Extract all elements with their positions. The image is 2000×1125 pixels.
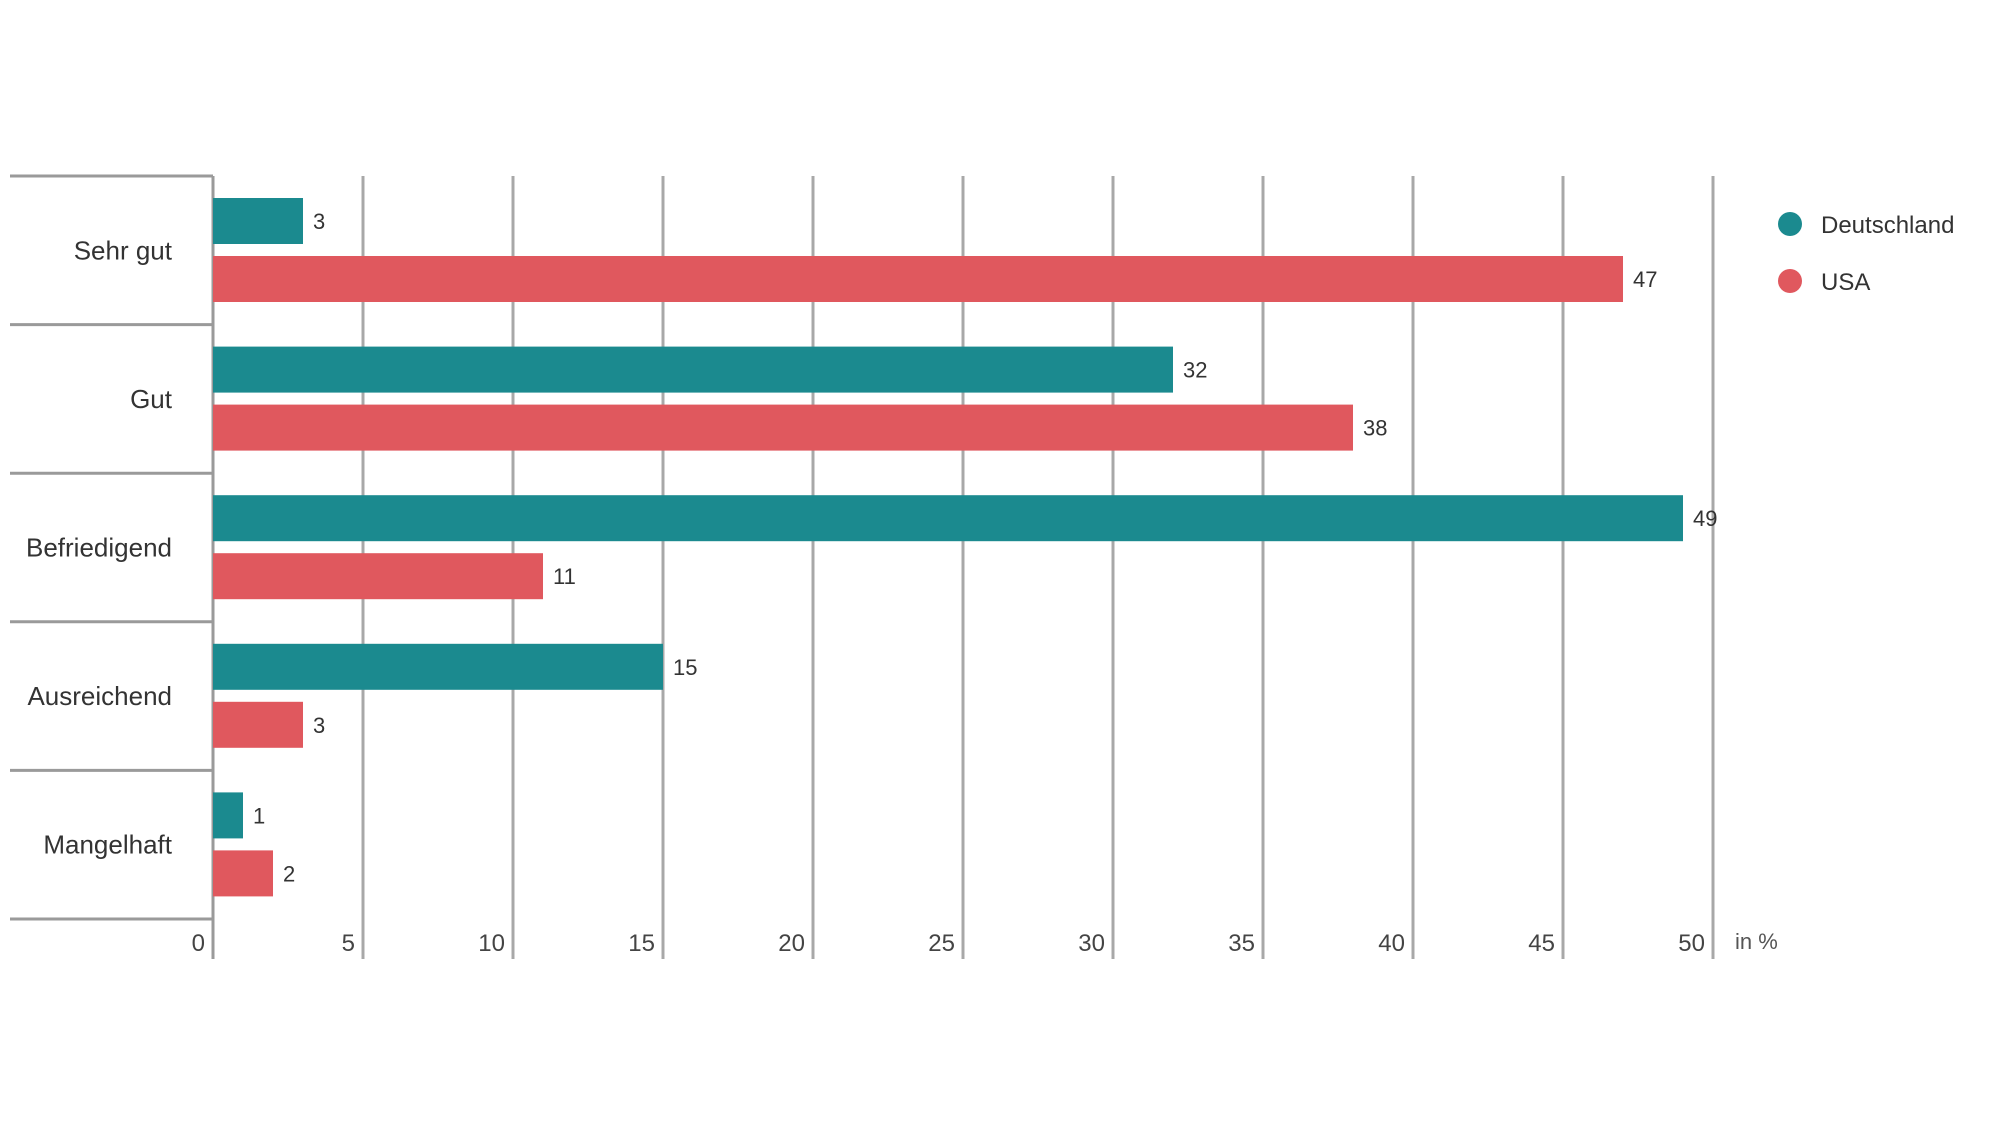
- legend-label: Deutschland: [1821, 212, 1954, 239]
- legend: Deutschland USA: [1778, 212, 1954, 296]
- data-label: 32: [1183, 358, 1207, 383]
- category-label: Befriedigend: [26, 533, 172, 563]
- data-label: 3: [313, 209, 325, 234]
- bar-usa: [213, 404, 1353, 451]
- category-rows: Sehr gut Gut Befriedigend Ausreichend Mangel…: [10, 174, 213, 921]
- data-label: 15: [673, 655, 697, 680]
- category-label: Sehr gut: [74, 235, 173, 265]
- grid-lines: [211, 176, 1715, 959]
- data-label: 2: [283, 861, 295, 886]
- bar-deutschland: [213, 495, 1683, 542]
- legend-label: USA: [1821, 269, 1870, 296]
- x-tick-label: 45: [1528, 930, 1555, 957]
- bar-deutschland: [213, 198, 303, 244]
- data-label: 11: [553, 564, 576, 589]
- bar-usa: [213, 553, 543, 600]
- data-label: 47: [1633, 267, 1657, 292]
- x-axis-ticks: 0 5 10 15 20 25 30 35 40 45 50: [192, 930, 1705, 957]
- category-label: Mangelhaft: [43, 830, 172, 860]
- x-tick-label: 20: [778, 930, 805, 957]
- x-tick-label: 40: [1378, 930, 1405, 957]
- data-label: 1: [253, 803, 265, 828]
- x-tick-label: 35: [1228, 930, 1255, 957]
- category-label: Ausreichend: [27, 681, 172, 711]
- data-label: 38: [1363, 416, 1387, 441]
- x-tick-label: 10: [478, 930, 505, 957]
- data-label: 49: [1693, 506, 1717, 531]
- bar-usa: [213, 256, 1623, 302]
- legend-marker-deutschland: [1778, 212, 1802, 236]
- category-label: Gut: [130, 384, 173, 414]
- x-tick-label: 50: [1678, 930, 1705, 957]
- bar-deutschland: [213, 346, 1173, 393]
- x-tick-label: 30: [1078, 930, 1105, 957]
- legend-marker-usa: [1778, 269, 1802, 293]
- bar-deutschland: [213, 792, 243, 839]
- x-axis-unit-label: in %: [1735, 929, 1778, 954]
- bar-usa: [213, 850, 273, 897]
- x-tick-label: 5: [342, 930, 355, 957]
- x-tick-label: 25: [928, 930, 955, 957]
- bar-usa: [213, 701, 303, 748]
- bar-deutschland: [213, 643, 663, 690]
- data-label: 3: [313, 713, 325, 738]
- x-tick-label: 15: [628, 930, 655, 957]
- x-tick-label: 0: [192, 930, 205, 957]
